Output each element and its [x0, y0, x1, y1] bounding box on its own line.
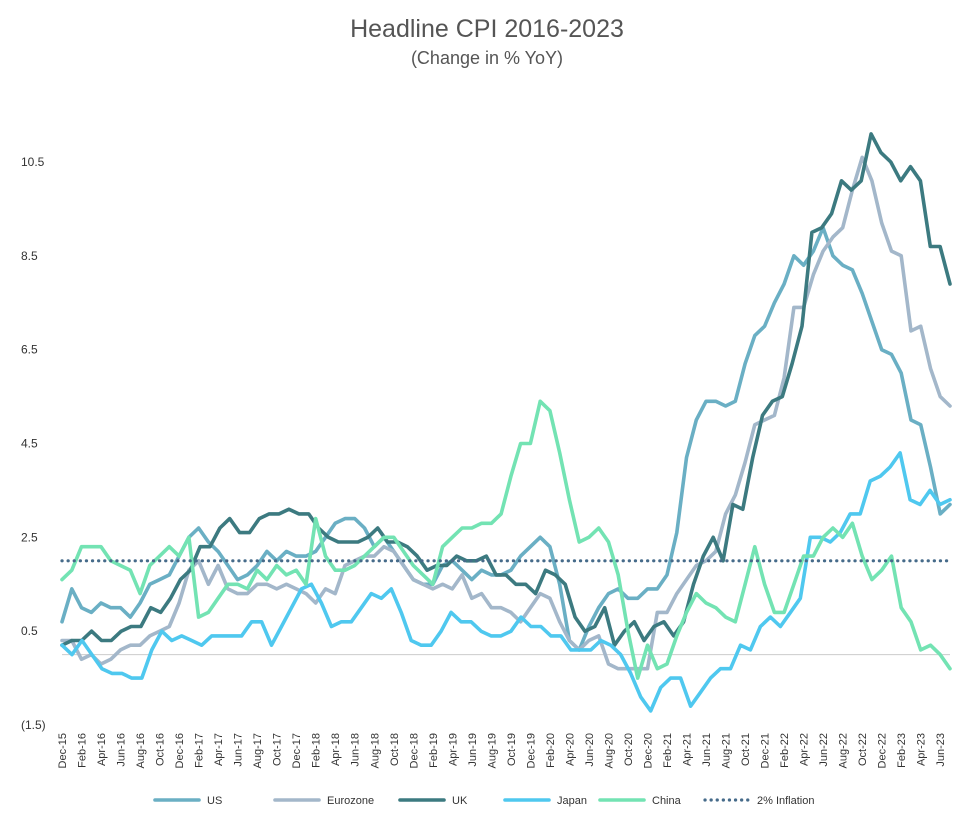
y-tick-label: 0.5 — [21, 624, 38, 638]
x-tick-label: Oct-18 — [389, 733, 401, 766]
legend-label-japan: Japan — [557, 795, 587, 807]
x-tick-label: Dec-19 — [525, 733, 537, 768]
series-lines — [60, 132, 952, 713]
x-tick-label: Jun-18 — [350, 733, 362, 767]
x-tick-label: Oct-17 — [272, 733, 284, 766]
legend-label-eurozone: Eurozone — [327, 795, 374, 807]
x-axis-ticks: Dec-15 Feb-16 Apr-16 Jun-16 Aug-16 Oct-16 Dec-… — [57, 733, 947, 768]
x-tick-label: Dec-20 — [642, 733, 654, 768]
y-tick-label: 6.5 — [21, 343, 38, 357]
x-tick-label: Aug-18 — [369, 733, 381, 768]
x-tick-label: Apr-17 — [213, 733, 225, 766]
x-tick-label: Apr-21 — [682, 733, 694, 766]
x-tick-label: Feb-22 — [779, 733, 791, 768]
x-tick-label: Jun-22 — [818, 733, 830, 767]
x-tick-label: Feb-17 — [194, 733, 206, 768]
x-tick-label: Jun-19 — [467, 733, 479, 767]
x-tick-label: Dec-21 — [760, 733, 772, 768]
x-tick-label: Oct-19 — [506, 733, 518, 766]
x-tick-label: Jun-23 — [935, 733, 947, 767]
legend-label-us: US — [207, 795, 222, 807]
y-tick-label: 4.5 — [21, 437, 38, 451]
series-line-japan — [60, 451, 952, 713]
x-tick-label: Jun-17 — [233, 733, 245, 767]
series-line-uk — [60, 132, 952, 648]
x-tick-label: Feb-18 — [311, 733, 323, 768]
x-tick-label: Aug-21 — [721, 733, 733, 768]
y-tick-label: 10.5 — [21, 155, 45, 169]
x-tick-label: Jun-16 — [116, 733, 128, 767]
series-line-eurozone — [60, 155, 952, 671]
x-tick-label: Oct-16 — [155, 733, 167, 766]
x-tick-label: Jun-21 — [701, 733, 713, 767]
x-tick-label: Apr-22 — [799, 733, 811, 766]
x-tick-label: Feb-16 — [77, 733, 89, 768]
chart-subtitle: (Change in % YoY) — [411, 48, 563, 68]
x-tick-label: Apr-18 — [330, 733, 342, 766]
x-tick-label: Aug-16 — [135, 733, 147, 768]
x-tick-label: Oct-20 — [623, 733, 635, 766]
x-tick-label: Apr-16 — [96, 733, 108, 766]
legend-label-china: China — [652, 795, 682, 807]
x-tick-label: Apr-20 — [564, 733, 576, 766]
x-tick-label: Feb-19 — [428, 733, 440, 768]
x-tick-label: Aug-22 — [838, 733, 850, 768]
y-tick-label: 2.5 — [21, 530, 38, 544]
legend-label-uk: UK — [452, 795, 468, 807]
legend: US Eurozone UK Japan China 2% Inflation — [153, 795, 814, 807]
x-tick-label: Feb-20 — [545, 733, 557, 768]
y-axis-ticks: 10.5 8.5 6.5 4.5 2.5 0.5 (1.5) — [21, 155, 46, 732]
x-tick-label: Dec-16 — [174, 733, 186, 768]
series-line-china — [60, 399, 952, 680]
x-tick-label: Dec-22 — [877, 733, 889, 768]
x-tick-label: Oct-21 — [740, 733, 752, 766]
x-tick-label: Apr-23 — [916, 733, 928, 766]
x-tick-label: Feb-23 — [896, 733, 908, 768]
x-tick-label: Aug-17 — [252, 733, 264, 768]
x-tick-label: Feb-21 — [662, 733, 674, 768]
x-tick-label: Dec-18 — [408, 733, 420, 768]
chart-title: Headline CPI 2016-2023 — [350, 15, 624, 43]
x-tick-label: Apr-19 — [447, 733, 459, 766]
x-tick-label: Aug-20 — [603, 733, 615, 768]
x-tick-label: Oct-22 — [857, 733, 869, 766]
x-tick-label: Dec-15 — [57, 733, 69, 768]
x-tick-label: Dec-17 — [291, 733, 303, 768]
y-tick-label: (1.5) — [21, 718, 46, 732]
x-tick-label: Aug-19 — [486, 733, 498, 768]
x-tick-label: Jun-20 — [584, 733, 596, 767]
y-tick-label: 8.5 — [21, 249, 38, 263]
legend-label-2-inflation: 2% Inflation — [757, 795, 814, 807]
